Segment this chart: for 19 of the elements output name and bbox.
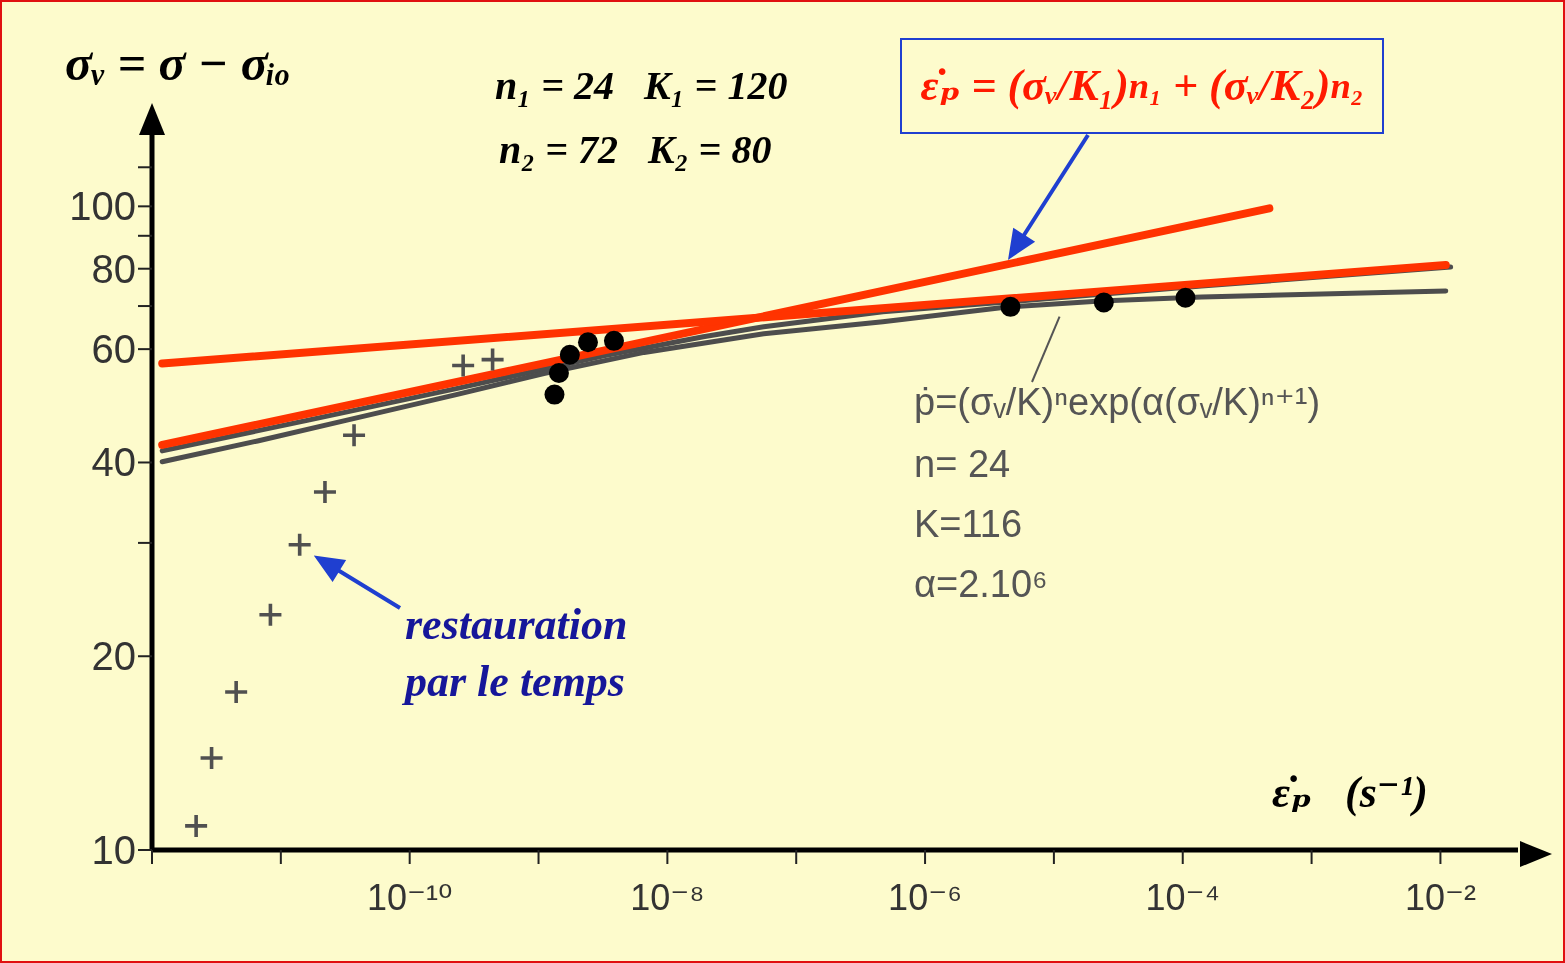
y-tick-label: 40 xyxy=(91,440,136,485)
y-tick-label: 100 xyxy=(69,184,136,229)
annotation: n₂ = 72 K₂ = 80 xyxy=(499,126,772,174)
annotation: K=116 xyxy=(914,502,1023,547)
annotation: n= 24 xyxy=(914,442,1011,487)
x-tick-label: 10⁻⁶ xyxy=(888,877,962,918)
y-tick-label: 80 xyxy=(91,246,136,291)
text: n₁ = 24 K₁ = 120 xyxy=(495,62,788,110)
x-axis-title: ε̇ₚ (s⁻¹) xyxy=(1272,767,1428,818)
x-tick-label: 10⁻¹⁰ xyxy=(366,877,453,918)
y-axis-title: σᵥ = σ − σᵢₒ xyxy=(65,34,291,92)
y-tick-label: 60 xyxy=(91,327,136,372)
x-tick-label: 10⁻² xyxy=(1404,877,1476,918)
x-tick-label: 10⁻⁴ xyxy=(1145,877,1220,918)
x-tick-label: 10⁻⁸ xyxy=(630,877,705,918)
y-tick-label: 10 xyxy=(91,828,136,872)
annotation: α=2.10⁶ xyxy=(914,562,1048,607)
annotation: ṗ=(σᵥ/K)ⁿexp(α(σᵥ/K)ⁿ⁺¹) xyxy=(914,380,1321,425)
y-tick-label: 20 xyxy=(91,634,136,679)
